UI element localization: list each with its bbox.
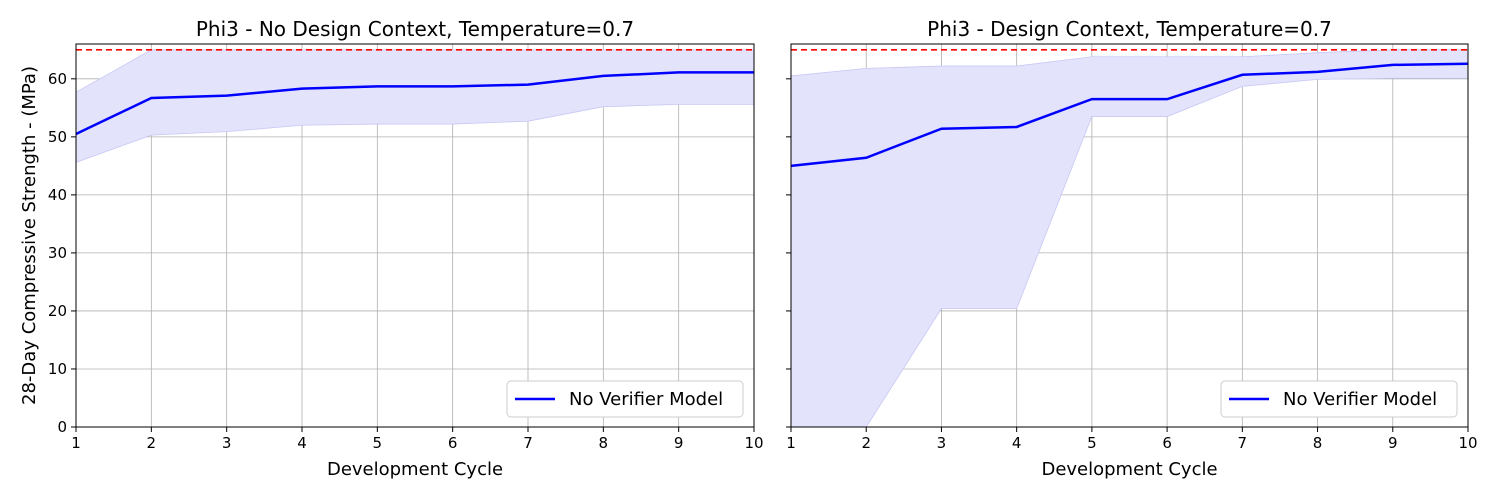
y-axis-label: 28-Day Compressive Strength - (MPa)	[19, 66, 40, 405]
x-tick-label: 5	[1087, 434, 1097, 452]
x-tick-label: 1	[786, 434, 796, 452]
x-tick-label: 6	[1162, 434, 1172, 452]
x-tick-label: 7	[523, 434, 533, 452]
series-line	[75, 71, 754, 136]
x-tick-label: 2	[147, 434, 157, 452]
confidence-band	[75, 49, 755, 163]
x-axis-label: Development Cycle	[327, 459, 503, 480]
legend-box	[1220, 380, 1458, 418]
legend-box	[506, 380, 744, 418]
y-tick-label: 40	[48, 186, 67, 204]
x-tick-label: 10	[744, 434, 763, 452]
y-ticks	[786, 78, 791, 428]
chart-title: Phi3 - Design Context, Temperature=0.7	[927, 17, 1332, 41]
y-tick-label: 0	[57, 418, 67, 436]
x-tick-label: 7	[1238, 434, 1248, 452]
legend-label: No Verifier Model	[1283, 389, 1437, 410]
x-tick-label: 9	[1388, 434, 1398, 452]
x-tick-label: 4	[297, 434, 307, 452]
band-layer	[790, 49, 1469, 428]
x-tick-label: 4	[1012, 434, 1022, 452]
series-line	[790, 62, 1469, 168]
legend-label: No Verifier Model	[569, 389, 723, 410]
x-tick-label: 8	[599, 434, 609, 452]
y-tick-label: 50	[48, 128, 67, 146]
band-layer	[75, 49, 755, 163]
legend: No Verifier Model	[506, 380, 744, 418]
y-tick-label: 10	[48, 360, 67, 378]
x-tick-label: 10	[1458, 434, 1477, 452]
confidence-band	[790, 49, 1469, 428]
x-tick-label: 8	[1313, 434, 1323, 452]
x-ticks: 1 2 3 4 5 6 7 8 9 10	[71, 427, 764, 452]
x-ticks: 1 2 3 4 5 6 7 8 9 10	[786, 427, 1478, 452]
x-tick-label: 2	[861, 434, 871, 452]
x-tick-label: 9	[674, 434, 684, 452]
x-axis-label: Development Cycle	[1041, 459, 1217, 480]
chart-panel-no-design-context: Phi3 - No Design Context, Temperature=0.…	[19, 17, 764, 480]
chart-panel-design-context: Phi3 - Design Context, Temperature=0.7 1…	[786, 17, 1478, 480]
x-tick-label: 3	[222, 434, 232, 452]
x-tick-label: 6	[448, 434, 458, 452]
y-tick-label: 60	[48, 70, 67, 88]
y-ticks: 0 10 20 30 40 50 60	[48, 70, 76, 436]
y-tick-label: 30	[48, 244, 67, 262]
series-line-layer	[75, 71, 755, 136]
plot-frame	[75, 43, 755, 428]
chart-title: Phi3 - No Design Context, Temperature=0.…	[196, 17, 634, 41]
x-tick-label: 3	[937, 434, 947, 452]
x-tick-label: 1	[71, 434, 81, 452]
legend: No Verifier Model	[1220, 380, 1458, 418]
plot-frame	[790, 43, 1469, 428]
x-tick-label: 5	[373, 434, 383, 452]
y-tick-label: 20	[48, 302, 67, 320]
